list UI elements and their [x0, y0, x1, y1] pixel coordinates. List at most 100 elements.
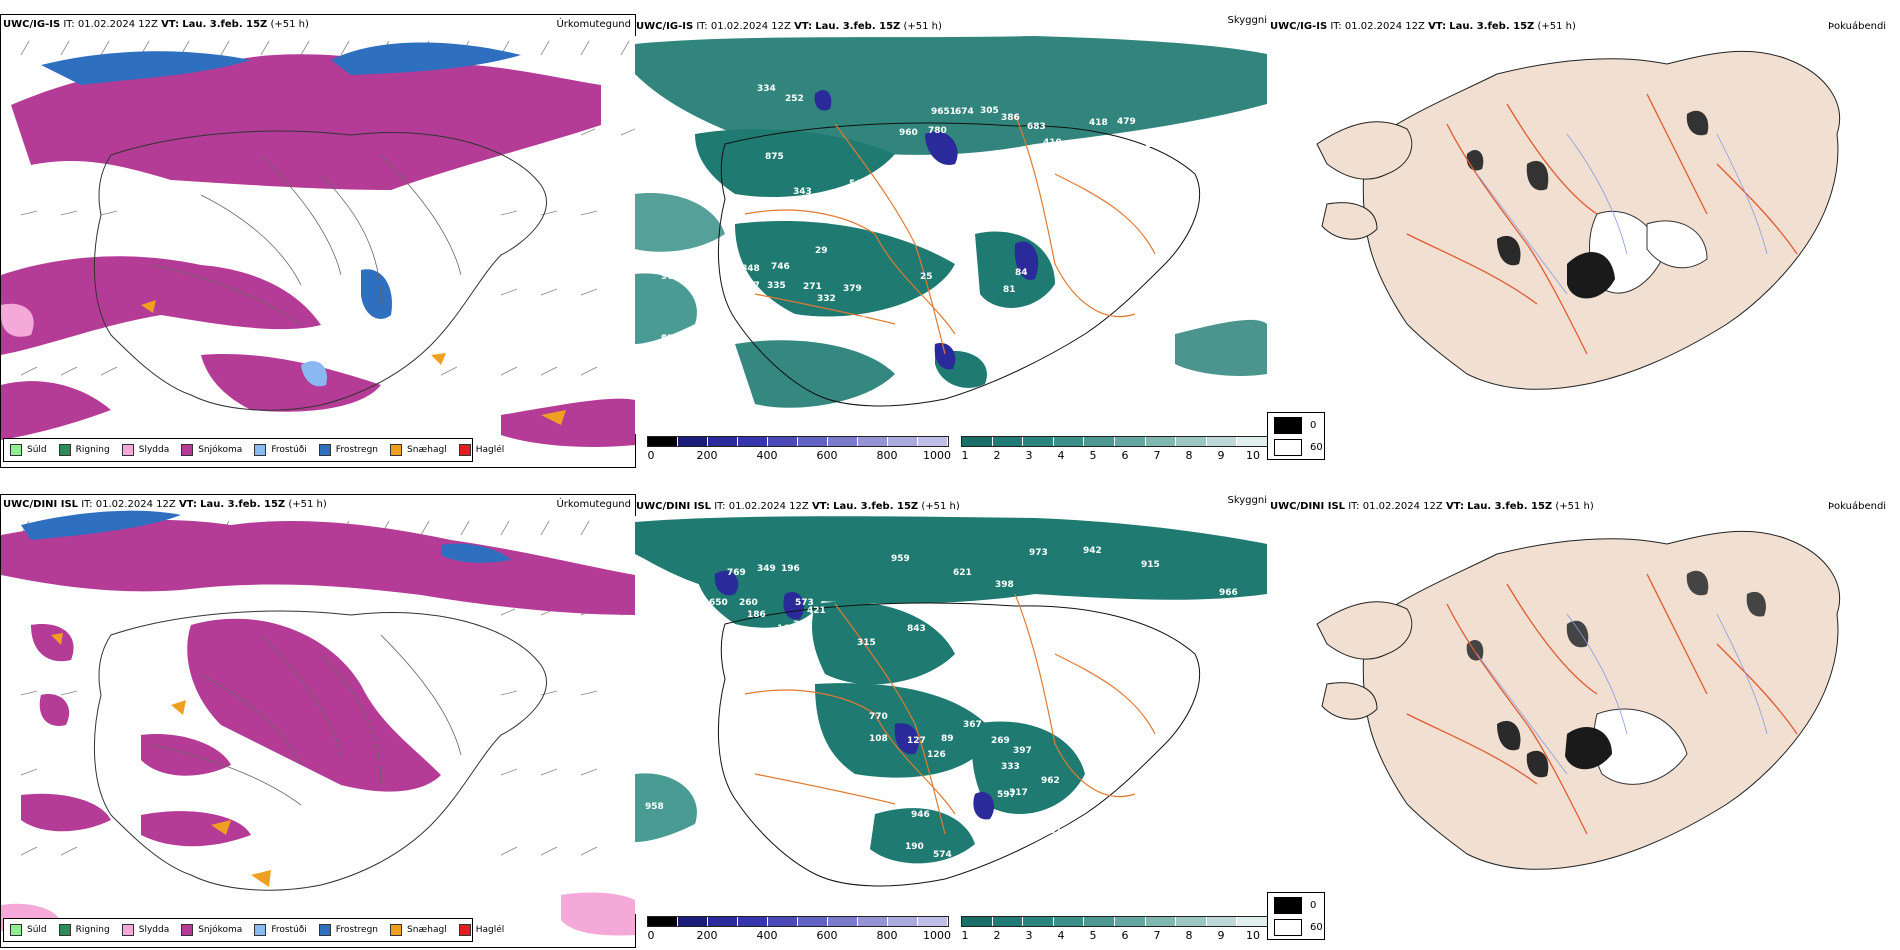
scale-cell — [1084, 437, 1115, 446]
scale-tick: 6 — [1121, 929, 1129, 942]
visibility-value-label: 333 — [1001, 762, 1020, 772]
precip-type-panel-row2: UWC/DINI ISL IT: 01.02.2024 12Z VT: Lau.… — [0, 494, 636, 948]
visibility-value-label: 139 — [939, 248, 958, 258]
legend-item-sudl: Súld — [10, 444, 47, 456]
fog-legend: 0 60 — [1267, 412, 1325, 460]
visibility-value-label: 9651 — [931, 107, 957, 117]
legend-item-snaehagl: Snæhagl — [390, 924, 447, 936]
scale-cells-m — [647, 436, 949, 447]
scale-tick: 10 — [1246, 929, 1260, 942]
scale-cell — [708, 917, 738, 926]
visibility-value-label: 597 — [997, 790, 1016, 800]
visibility-value-label: 979 — [661, 334, 680, 344]
scale-tick: 8 — [1185, 929, 1193, 942]
visibility-value-label: 398 — [995, 580, 1014, 590]
scale-tick: 1 — [961, 929, 969, 942]
legend-swatch — [58, 444, 71, 456]
scale-cell — [768, 437, 798, 446]
scale-tick: 800 — [876, 929, 898, 942]
fog-legend-row-0: 0 — [1268, 415, 1324, 435]
panel-label-visibility: Skyggni — [1227, 15, 1267, 26]
legend-swatch — [254, 924, 267, 936]
scale-tick: 5 — [1089, 929, 1097, 942]
legend-item-frostudi: Frostúði — [254, 924, 307, 936]
scale-cell — [768, 917, 798, 926]
visibility-value-label: 915 — [1141, 560, 1160, 570]
scale-unit-m: m — [636, 464, 651, 466]
visibility-value-label: 379 — [843, 284, 862, 294]
visibility-value-label: 186 — [747, 610, 766, 620]
fog-index-map — [1316, 530, 1841, 870]
visibility-value-label: 962 — [1041, 776, 1060, 786]
panel-title: UWC/DINI ISL IT: 01.02.2024 12Z VT: Lau.… — [1270, 501, 1594, 512]
visibility-value-label: 386 — [1001, 113, 1020, 123]
visibility-value-label: 317 — [1009, 788, 1028, 798]
scale-tick: 400 — [756, 929, 778, 942]
visibility-value-label: 82 — [927, 872, 940, 882]
scale-ticks-m: 0 200 400 600 800 1000 — [647, 447, 952, 463]
scale-tick: 2 — [993, 449, 1001, 462]
scale-cell — [858, 437, 888, 446]
scale-tick: 4 — [1057, 449, 1065, 462]
scale-tick: 800 — [876, 449, 898, 462]
visibility-value-label: 421 — [807, 606, 826, 616]
scale-cell — [648, 437, 678, 446]
visibility-scale-m: 0 200 400 600 800 1000 — [647, 436, 952, 466]
scale-tick: 200 — [696, 929, 718, 942]
fog-legend-row-60: 60 — [1268, 437, 1324, 457]
scale-cell — [1237, 917, 1267, 926]
scale-tick: 9 — [1217, 929, 1225, 942]
scale-cell — [1145, 917, 1177, 926]
scale-cell — [1023, 437, 1054, 446]
scale-cell — [828, 917, 858, 926]
visibility-value-label: 271 — [803, 282, 822, 292]
legend-item-snjokoma: Snjókoma — [181, 924, 242, 936]
scale-tick: 6 — [1121, 449, 1129, 462]
legend-item-rigning: Rigning — [58, 924, 110, 936]
legend-swatch — [10, 924, 22, 936]
visibility-value-label: 260 — [739, 598, 758, 608]
scale-cell — [828, 437, 858, 446]
scale-cell — [1145, 437, 1177, 446]
fog-legend-row-0: 0 — [1268, 895, 1324, 915]
legend-swatch — [390, 444, 403, 456]
legend-item-frostregn: Frostregn — [318, 444, 378, 456]
scale-ticks-km: 1 2 3 4 5 6 7 8 9 10 — [961, 447, 1267, 463]
visibility-map — [635, 36, 1267, 434]
visibility-value-label: 683 — [1027, 122, 1046, 132]
legend-swatch — [458, 444, 471, 456]
visibility-value-label: 875 — [765, 152, 784, 162]
visibility-value-label: 479 — [1117, 117, 1136, 127]
scale-tick: 200 — [696, 449, 718, 462]
visibility-value-label: 966 — [1219, 588, 1238, 598]
visibility-scale: m 0 200 400 600 800 1000 — [635, 916, 1267, 946]
visibility-value-label: 579 — [661, 334, 680, 344]
visibility-panel-row2: UWC/DINI ISL IT: 01.02.2024 12Z VT: Lau.… — [635, 494, 1267, 946]
scale-tick: 600 — [816, 449, 838, 462]
scale-cells-km — [961, 436, 1267, 447]
legend-item-slydda: Slydda — [121, 924, 169, 936]
fog-index-map — [1316, 50, 1841, 390]
scale-tick: 2 — [993, 929, 1001, 942]
scale-cells-km — [961, 916, 1267, 927]
scale-unit-m: m — [636, 944, 651, 946]
legend-swatch — [58, 924, 71, 936]
visibility-value-label: 126 — [927, 750, 946, 760]
scale-cell — [1206, 437, 1238, 446]
precip-type-panel-row1: UWC/IG-IS IT: 01.02.2024 12Z VT: Lau. 3.… — [0, 14, 636, 468]
scale-cell — [798, 437, 828, 446]
scale-tick: 3 — [1025, 449, 1033, 462]
visibility-value-label: 942 — [1083, 546, 1102, 556]
visibility-value-label: 343 — [793, 187, 812, 197]
scale-tick: 1000 — [923, 929, 951, 942]
panel-title: UWC/IG-IS IT: 01.02.2024 12Z VT: Lau. 3.… — [3, 19, 309, 30]
scale-tick: 3 — [1025, 929, 1033, 942]
panel-label-visibility: Skyggni — [1227, 495, 1267, 506]
scale-tick: 600 — [816, 929, 838, 942]
precip-type-map — [1, 40, 635, 447]
scale-unit-km: km — [941, 464, 962, 466]
scale-cell — [648, 917, 678, 926]
visibility-value-label: 189 — [957, 198, 976, 208]
visibility-scale-km: 1 2 3 4 5 6 7 8 9 10 — [961, 916, 1267, 946]
visibility-value-label: 196 — [781, 564, 800, 574]
